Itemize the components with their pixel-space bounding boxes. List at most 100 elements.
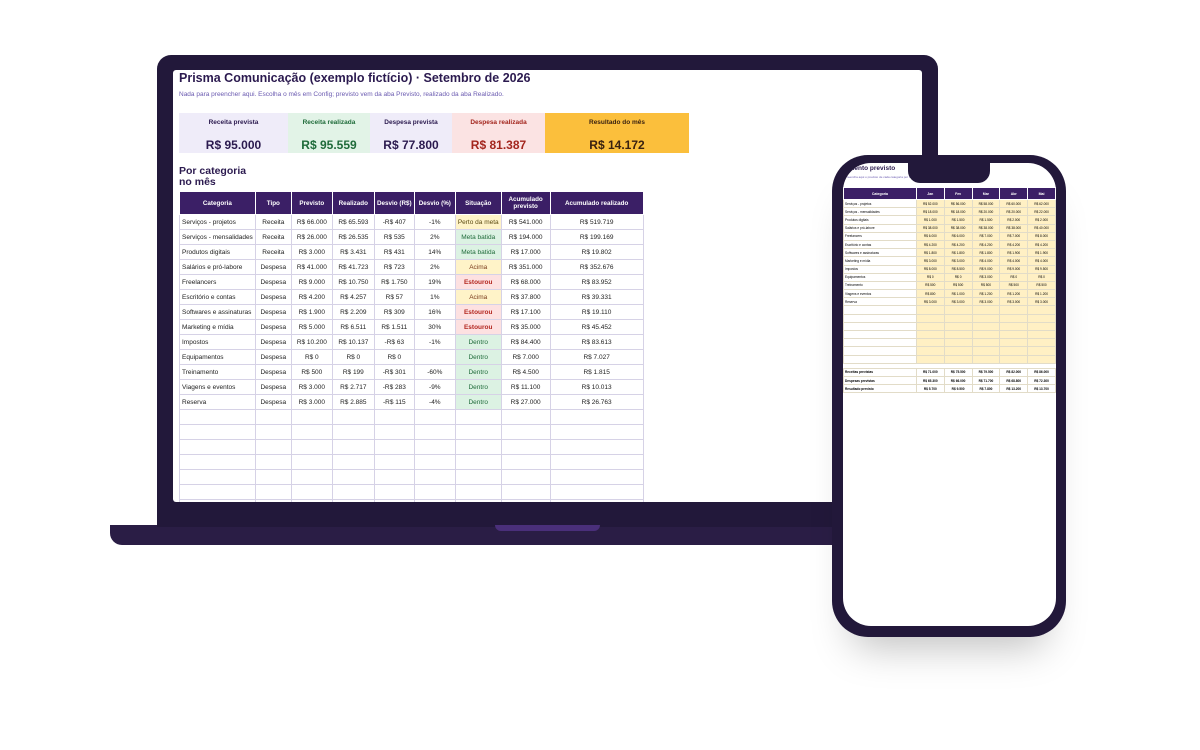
cell: Serviços - projetos bbox=[843, 198, 917, 209]
cell: R$ 0 bbox=[373, 349, 415, 365]
table-row: Escritório e contas Despesa R$ 4.200 R$ 4.2… bbox=[179, 289, 644, 305]
cell: R$ 351.000 bbox=[500, 259, 551, 275]
header-row: Categoria Jan Fev Mar Abr Mai bbox=[843, 187, 1056, 200]
cell: R$ 0 bbox=[1027, 272, 1056, 282]
cell: R$ 3.000 bbox=[971, 297, 1001, 307]
empty-cell bbox=[331, 484, 375, 500]
cell: 30% bbox=[413, 319, 456, 335]
kpi-label: Receita prevista bbox=[208, 119, 259, 126]
empty-cell bbox=[971, 313, 1001, 323]
empty-row bbox=[179, 454, 644, 470]
cell: R$ 11.100 bbox=[500, 379, 551, 395]
cell: R$ 72.300 bbox=[1027, 375, 1056, 386]
empty-cell bbox=[971, 305, 1001, 315]
empty-cell bbox=[454, 454, 502, 470]
cell: R$ 86.000 bbox=[1027, 367, 1056, 377]
cell: Impostos bbox=[843, 264, 917, 274]
empty-row bbox=[179, 439, 644, 455]
cell: Despesa bbox=[254, 319, 292, 335]
empty-cell bbox=[290, 409, 333, 425]
empty-cell bbox=[971, 329, 1001, 340]
empty-cell bbox=[971, 321, 1001, 332]
empty-cell bbox=[179, 454, 256, 470]
header-row: Categoria Tipo Previsto Realizado Desvio (R$… bbox=[179, 191, 644, 215]
empty-cell bbox=[971, 346, 1001, 356]
cell: Reserva bbox=[179, 394, 256, 410]
table-row: Reserva Despesa R$ 3.000 R$ 2.885 -R$ 115 -4%… bbox=[179, 394, 644, 410]
table-row: Serviços - projetos Receita R$ 66.000 R$ 65… bbox=[179, 214, 644, 230]
empty-cell bbox=[290, 439, 333, 455]
column-header: Realizado bbox=[331, 191, 375, 215]
cell: R$ 9.000 bbox=[290, 274, 333, 290]
cell: R$ 3.000 bbox=[290, 244, 333, 260]
cell: Despesa bbox=[254, 334, 292, 350]
cell: R$ 7.000 bbox=[971, 231, 1001, 241]
empty-cell bbox=[454, 424, 502, 440]
empty-cell bbox=[549, 484, 644, 500]
empty-cell bbox=[971, 338, 1001, 348]
cell: -60% bbox=[413, 364, 456, 380]
cell: Treinamento bbox=[179, 364, 256, 380]
table-row: Produtos digitais Receita R$ 3.000 R$ 3.431… bbox=[179, 244, 644, 260]
empty-cell bbox=[999, 346, 1029, 356]
cell: Dentro bbox=[454, 394, 502, 410]
column-header: Fev bbox=[943, 187, 973, 200]
cell: R$ 26.000 bbox=[290, 229, 333, 245]
cell: R$ 800 bbox=[915, 289, 945, 299]
cell: Equipamentos bbox=[179, 349, 256, 365]
empty-cell bbox=[454, 439, 502, 455]
kpi-value: R$ 95.000 bbox=[205, 138, 262, 152]
cell: Despesa bbox=[254, 259, 292, 275]
empty-cell bbox=[971, 354, 1001, 364]
empty-cell bbox=[254, 439, 292, 455]
cell: R$ 1.511 bbox=[373, 319, 415, 335]
cell: R$ 199.169 bbox=[549, 229, 644, 245]
cell: Softwares e assinaturas bbox=[179, 304, 256, 320]
cell: R$ 4.200 bbox=[915, 239, 945, 250]
empty-cell bbox=[331, 439, 375, 455]
budget-table: Categoria Jan Fev Mar Abr Mai Serviços - proje… bbox=[843, 187, 1056, 394]
empty-cell bbox=[413, 424, 456, 440]
cell: R$ 4.257 bbox=[331, 289, 375, 305]
cell: Viagens e eventos bbox=[843, 289, 917, 299]
cell: -9% bbox=[413, 379, 456, 395]
cell: R$ 6.000 bbox=[943, 231, 973, 241]
kpi-card: Resultado do mês R$ 14.172 bbox=[545, 113, 689, 153]
cell: Estourou bbox=[454, 304, 502, 320]
category-table: Categoria Tipo Previsto Realizado Desvio (R$… bbox=[179, 191, 644, 502]
cell: Receita bbox=[254, 214, 292, 230]
empty-cell bbox=[413, 469, 456, 485]
empty-cell bbox=[290, 484, 333, 500]
cell: Softwares e assinaturas bbox=[843, 248, 917, 258]
cell: R$ 7.000 bbox=[999, 231, 1029, 241]
cell: 14% bbox=[413, 244, 456, 260]
cell: R$ 22.000 bbox=[1027, 207, 1056, 217]
laptop-screen: Prisma Comunicação (exemplo fictício) · … bbox=[173, 70, 922, 502]
table-row: Equipamentos R$ 0 R$ 0 R$ 3.000 R$ 0 R$ 0 bbox=[843, 272, 1056, 282]
kpi-card: Despesa prevista R$ 77.800 bbox=[370, 113, 452, 153]
empty-cell bbox=[999, 321, 1029, 332]
column-header: Acumulado previsto bbox=[500, 191, 551, 215]
cell: R$ 10.200 bbox=[290, 334, 333, 350]
cell: R$ 66.000 bbox=[290, 214, 333, 230]
cell: R$ 7.027 bbox=[549, 349, 644, 365]
column-header: Situação bbox=[454, 191, 502, 215]
phone-screen: amento previsto Preencha aqui o previsto… bbox=[843, 163, 1056, 626]
cell: R$ 8.000 bbox=[1027, 231, 1056, 241]
cell: Serviços - mensalidades bbox=[843, 207, 917, 217]
table-row: Reserva R$ 3.000 R$ 3.000 R$ 3.000 R$ 3.000 R… bbox=[843, 297, 1056, 307]
empty-cell bbox=[843, 313, 917, 323]
table-row: Impostos R$ 8.000 R$ 8.500 R$ 9.000 R$ 9.000… bbox=[843, 264, 1056, 274]
empty-cell bbox=[943, 305, 973, 315]
empty-cell bbox=[1027, 329, 1056, 340]
cell: Marketing e mídia bbox=[179, 319, 256, 335]
empty-cell bbox=[549, 409, 644, 425]
cell: R$ 41.723 bbox=[331, 259, 375, 275]
cell: R$ 17.000 bbox=[500, 244, 551, 260]
empty-cell bbox=[915, 313, 945, 323]
empty-row bbox=[179, 499, 644, 502]
cell: Resultado previsto bbox=[843, 384, 917, 394]
cell: Viagens e eventos bbox=[179, 379, 256, 395]
kpi-label: Despesa realizada bbox=[470, 119, 527, 126]
cell: 19% bbox=[413, 274, 456, 290]
